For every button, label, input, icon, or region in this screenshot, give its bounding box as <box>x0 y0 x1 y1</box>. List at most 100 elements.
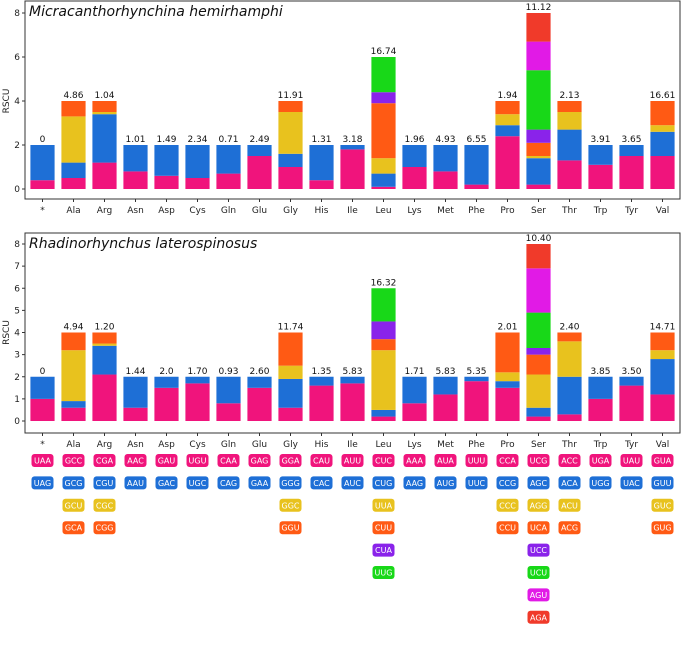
codon-label: ACG <box>561 524 578 533</box>
codon-label: AGA <box>530 613 548 622</box>
bar-segment-mh-ser-7 <box>526 13 551 42</box>
x-tick-label: Arg <box>97 440 112 450</box>
codon-chip <box>372 521 395 535</box>
codon-label: AUC <box>344 479 361 488</box>
codon-chip <box>527 588 550 602</box>
bar-segment-mh-val-2 <box>650 125 675 132</box>
bar-segment-rl-tyr-0 <box>619 385 644 421</box>
bar-segment-mh-arg-2 <box>92 112 117 115</box>
bar-segment-mh-ser-1 <box>526 158 551 185</box>
bar-segment-mh-asp-0 <box>154 175 179 189</box>
bar-value-label: 1.04 <box>94 91 114 101</box>
codon-label: CAC <box>313 479 330 488</box>
bar-segment-mh-glu-0 <box>247 156 272 189</box>
bar-value-label: 11.91 <box>278 91 304 101</box>
codon-chip <box>279 476 302 490</box>
bar-segment-mh-gly-3 <box>278 101 303 112</box>
x-tick-label: Ile <box>347 206 358 216</box>
codon-label: CAU <box>313 457 330 466</box>
bar-segment-rl-arg-1 <box>92 345 117 375</box>
codon-label: AGG <box>530 501 548 510</box>
y-axis-label: RSCU <box>2 89 12 114</box>
x-tick-label: Asp <box>158 440 175 450</box>
x-tick-label: Gly <box>283 206 298 216</box>
codon-chip <box>279 521 302 535</box>
x-tick-label: Lys <box>407 206 422 216</box>
bar-segment-rl-cys-0 <box>185 383 210 421</box>
bar-value-label: 1.96 <box>404 135 424 145</box>
codon-chip <box>217 476 240 490</box>
bar-segment-mh-leu-1 <box>371 173 396 187</box>
bar-segment-rl-met-0 <box>433 394 458 421</box>
bar-segment-rl-arg-0 <box>92 374 117 421</box>
bar-segment-rl-ser-5 <box>526 312 551 348</box>
bar-segment-mh-leu-0 <box>371 186 396 189</box>
codon-chip <box>310 476 333 490</box>
bar-segment-mh-thr-0 <box>557 160 582 189</box>
codon-chip <box>496 454 519 467</box>
bar-segment-rl-ser-7 <box>526 244 551 269</box>
bar-segment-rl-gln-1 <box>216 376 241 404</box>
codon-chip <box>62 521 85 535</box>
bar-segment-mh-lys-1 <box>402 145 427 167</box>
codon-label: CAA <box>220 457 237 466</box>
bar-segment-rl-val-0 <box>650 394 675 421</box>
codon-chip <box>372 454 395 467</box>
x-tick-label: Ser <box>531 206 546 216</box>
bar-value-label: 4.86 <box>63 91 83 101</box>
bar-segment-rl-gln-0 <box>216 403 241 421</box>
rscu-panel-rhadinorhynchus: Rhadinorhynchus laterospinosus RSCU 0 1 2 3 4 5… <box>2 232 681 450</box>
codon-label: UGU <box>189 457 207 466</box>
codon-chip <box>465 476 488 490</box>
bar-segment-mh-pro-1 <box>495 125 520 137</box>
codon-chip <box>31 476 54 490</box>
x-tick-label: Met <box>437 440 454 450</box>
codon-label: GCA <box>65 524 83 533</box>
bar-value-label: 0.93 <box>218 367 238 377</box>
codon-chip <box>558 476 581 490</box>
bar-segment-mh-cys-1 <box>185 145 210 178</box>
bar-segment-rl-asn-1 <box>123 376 148 408</box>
y-tick-label: 5 <box>14 306 20 316</box>
x-tick-label: Asn <box>127 440 144 450</box>
bar-segment-rl-ser-4 <box>526 347 551 355</box>
codon-label: GGU <box>281 524 299 533</box>
bar-segment-rl-val-3 <box>650 332 675 351</box>
codon-chip <box>186 476 209 490</box>
bar-segment-rl-asp-0 <box>154 387 179 421</box>
bar-segment-rl-his-1 <box>309 376 334 386</box>
bar-segment-mh-thr-3 <box>557 101 582 112</box>
codon-label: GCG <box>65 479 83 488</box>
bar-segment-mh-ala-2 <box>61 116 86 163</box>
codon-chip <box>558 454 581 467</box>
bar-segment-rl-leu-3 <box>371 339 396 351</box>
panel-title: Rhadinorhynchus laterospinosus <box>29 236 257 252</box>
codon-chip <box>62 498 85 512</box>
codon-label: UAC <box>623 479 640 488</box>
bar-value-label: 0 <box>40 135 46 145</box>
x-tick-label: Ala <box>66 206 80 216</box>
x-tick-label: Lys <box>407 440 422 450</box>
codon-label: CUA <box>375 546 392 555</box>
x-tick-label: Trp <box>593 206 608 216</box>
codon-chip <box>248 454 271 467</box>
codon-chip <box>93 498 116 512</box>
bar-value-label: 3.50 <box>621 367 641 377</box>
codon-chip <box>372 476 395 490</box>
bar-value-label: 1.70 <box>187 367 207 377</box>
bar-segment-mh-arg-1 <box>92 114 117 163</box>
bar-segment-mh-ser-0 <box>526 184 551 189</box>
bar-segment-mh-stop-0 <box>30 180 55 189</box>
bar-segment-mh-stop-1 <box>30 145 55 181</box>
y-tick-label: 6 <box>14 284 20 294</box>
bar-value-label: 2.40 <box>559 323 579 333</box>
codon-chip <box>589 454 612 467</box>
bar-segment-rl-ala-1 <box>61 401 86 408</box>
bar-value-label: 2.34 <box>187 135 207 145</box>
codon-label: UAA <box>34 457 52 466</box>
x-tick-label: Asp <box>158 206 175 216</box>
codon-chip <box>372 543 395 557</box>
bar-value-label: 3.65 <box>621 135 641 145</box>
x-tick-label: Pro <box>500 206 515 216</box>
codon-label: GGC <box>282 501 300 510</box>
